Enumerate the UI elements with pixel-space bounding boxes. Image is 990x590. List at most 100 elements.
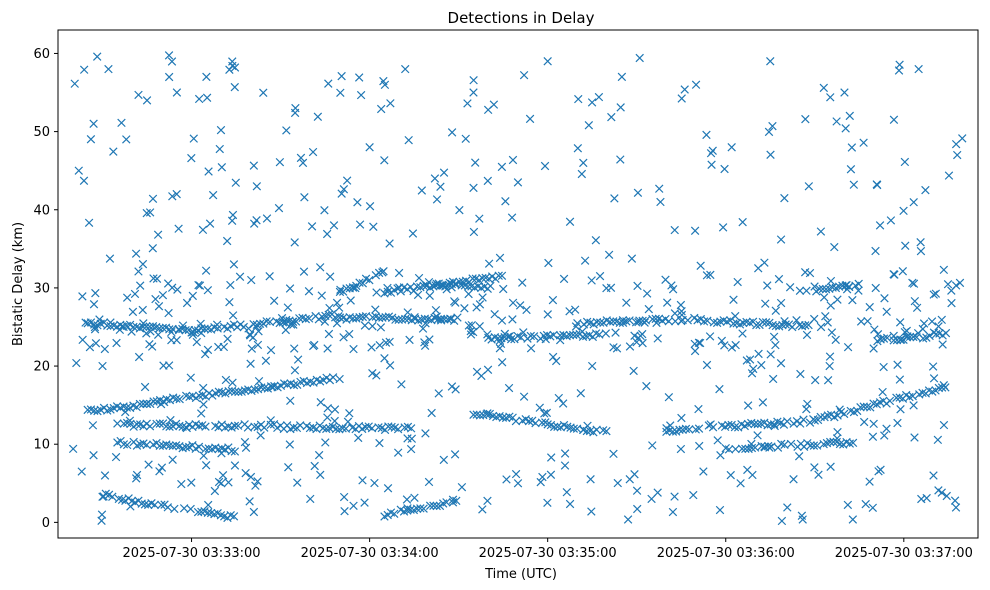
data-point [694, 404, 703, 414]
data-point [497, 316, 507, 325]
data-point [200, 349, 210, 359]
data-point [79, 176, 89, 185]
data-point [764, 127, 774, 137]
track-point [787, 322, 797, 332]
track-point [500, 332, 509, 342]
data-point [505, 331, 514, 341]
data-point [325, 272, 335, 281]
data-point [293, 478, 302, 487]
track-point [117, 495, 127, 505]
data-point [126, 502, 135, 511]
track-point [731, 444, 740, 454]
data-point [789, 475, 798, 484]
data-point [203, 285, 213, 295]
data-point [202, 93, 212, 102]
data-point [780, 193, 789, 203]
data-point [290, 108, 300, 118]
data-point [376, 104, 386, 114]
track-point [815, 284, 824, 294]
data-point [507, 213, 517, 222]
data-point [339, 492, 349, 502]
data-point [464, 321, 474, 330]
data-point [625, 475, 634, 484]
data-point [251, 481, 260, 490]
track-point [433, 315, 443, 324]
data-point [128, 307, 138, 317]
data-point [418, 324, 428, 333]
data-point [720, 164, 729, 174]
data-point [743, 465, 752, 475]
data-point [546, 453, 556, 462]
data-point [809, 314, 819, 324]
data-point [469, 75, 478, 85]
data-point [88, 421, 98, 430]
data-point [770, 421, 779, 431]
data-point [337, 71, 346, 81]
data-point [720, 341, 729, 350]
data-point [115, 325, 125, 335]
data-point [81, 318, 90, 327]
data-point [231, 178, 241, 187]
track-point [384, 422, 393, 431]
track-point [412, 504, 422, 514]
data-point [578, 425, 588, 435]
track-point [761, 318, 771, 327]
data-point [727, 143, 736, 152]
data-point [868, 503, 878, 513]
data-point [618, 316, 628, 325]
track-point [301, 314, 311, 324]
data-point [151, 294, 160, 304]
data-point [408, 229, 418, 238]
data-point [164, 51, 174, 60]
data-point [636, 331, 645, 341]
track-point [691, 425, 700, 434]
data-point [197, 328, 206, 338]
track-point [265, 317, 275, 327]
data-point [508, 155, 518, 165]
data-point [939, 380, 949, 390]
data-point [68, 444, 78, 454]
data-point [629, 366, 638, 376]
track-point [317, 312, 327, 322]
data-point [478, 505, 487, 514]
data-point [369, 222, 378, 232]
y-tick-label: 0 [42, 516, 50, 531]
data-point [448, 498, 458, 507]
data-point [353, 433, 363, 443]
data-point [77, 467, 86, 476]
data-point [830, 242, 839, 252]
track-point [821, 285, 831, 294]
data-point [247, 275, 256, 285]
data-point [410, 493, 419, 503]
track-point [186, 504, 195, 514]
data-point [738, 217, 747, 227]
data-point [315, 263, 325, 272]
track-point [905, 392, 914, 402]
track-point [862, 402, 872, 412]
data-point [122, 135, 131, 144]
data-point [164, 361, 174, 370]
data-point [266, 416, 275, 425]
track-point [941, 328, 951, 338]
data-point [436, 182, 445, 191]
data-point [316, 398, 325, 407]
track-point [497, 271, 507, 281]
data-point [216, 125, 226, 135]
data-point [765, 443, 774, 452]
data-point [92, 52, 102, 61]
data-point [699, 467, 708, 476]
data-point [678, 315, 687, 325]
data-point [425, 291, 434, 300]
track-point [768, 320, 777, 330]
data-point [383, 283, 392, 293]
data-point [611, 328, 620, 337]
data-point [320, 206, 329, 215]
data-point [859, 417, 869, 427]
data-point [198, 225, 208, 235]
data-point [680, 85, 689, 94]
data-point [464, 289, 473, 299]
track-point [609, 317, 618, 326]
data-point [951, 503, 961, 512]
data-point [840, 88, 849, 97]
